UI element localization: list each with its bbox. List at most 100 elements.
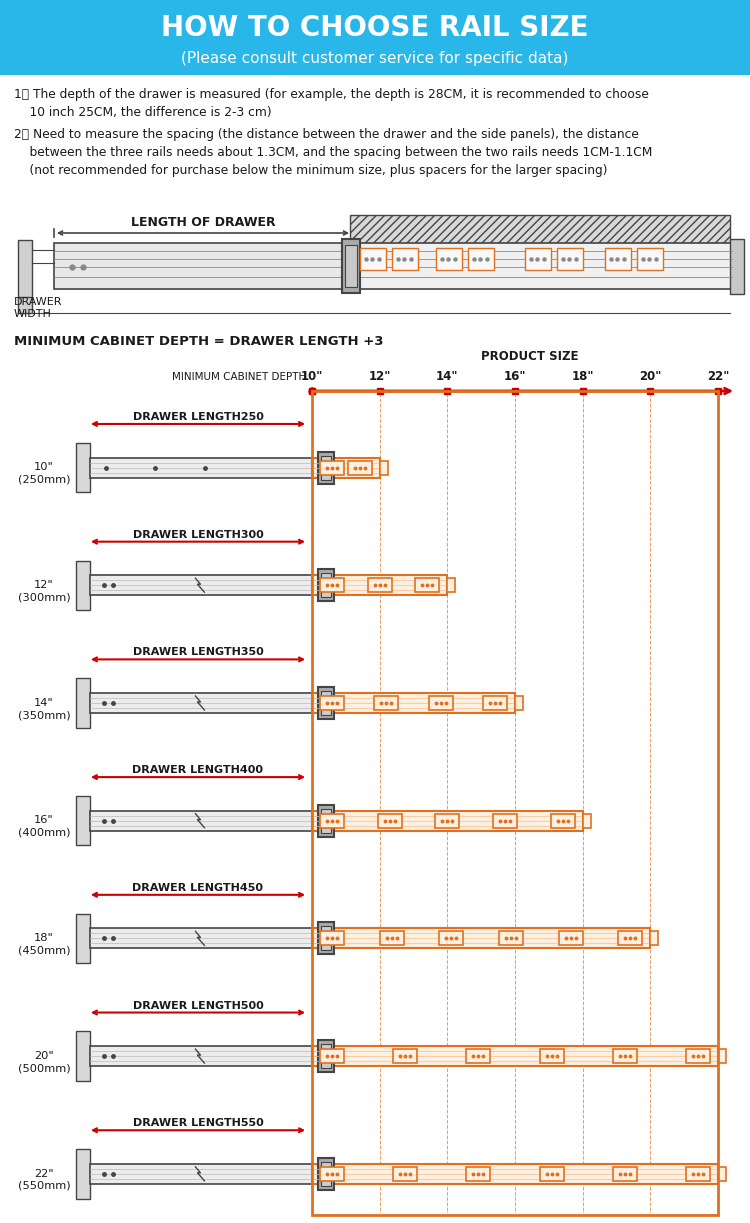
Text: MINIMUM CABINET DEPTH = DRAWER LENGTH +3: MINIMUM CABINET DEPTH = DRAWER LENGTH +3: [14, 335, 383, 349]
Bar: [312, 693, 515, 713]
Bar: [318, 1158, 334, 1190]
Text: 18": 18": [572, 371, 594, 384]
Text: 14": 14": [436, 371, 458, 384]
Bar: [320, 578, 344, 592]
Bar: [718, 1049, 726, 1063]
Bar: [550, 813, 574, 828]
Text: DRAWER LENGTH350: DRAWER LENGTH350: [133, 647, 263, 658]
Bar: [368, 578, 392, 592]
Bar: [90, 1164, 318, 1184]
Bar: [320, 1167, 344, 1180]
Bar: [318, 805, 334, 837]
Text: 1、 The depth of the drawer is measured (for example, the depth is 28CM, it is re: 1、 The depth of the drawer is measured (…: [14, 88, 649, 119]
Text: 20"
(500mm): 20" (500mm): [18, 1051, 70, 1074]
Bar: [525, 248, 551, 270]
Bar: [18, 240, 32, 300]
Bar: [90, 928, 318, 948]
Bar: [318, 1040, 334, 1073]
Bar: [321, 455, 331, 479]
Text: DRAWER LENGTH550: DRAWER LENGTH550: [133, 1118, 263, 1129]
Bar: [318, 922, 334, 954]
Bar: [392, 248, 418, 270]
Bar: [90, 457, 318, 477]
Bar: [380, 932, 404, 945]
Text: LENGTH OF DRAWER: LENGTH OF DRAWER: [130, 216, 275, 229]
Text: 18"
(450mm): 18" (450mm): [18, 933, 70, 955]
Bar: [321, 1162, 331, 1186]
Bar: [637, 248, 663, 270]
Bar: [90, 575, 318, 596]
Bar: [312, 928, 650, 948]
Bar: [350, 215, 730, 245]
Bar: [650, 932, 658, 945]
Bar: [76, 560, 90, 610]
Bar: [318, 569, 334, 602]
Bar: [312, 575, 447, 596]
Bar: [435, 813, 459, 828]
Bar: [321, 574, 331, 597]
Text: 22"
(550mm): 22" (550mm): [18, 1169, 70, 1191]
Bar: [605, 248, 631, 270]
Bar: [312, 457, 380, 477]
Bar: [345, 245, 357, 287]
Bar: [440, 932, 464, 945]
Bar: [360, 248, 386, 270]
Bar: [613, 1167, 637, 1180]
Bar: [393, 1167, 417, 1180]
Bar: [380, 461, 388, 475]
Bar: [312, 811, 583, 830]
Bar: [499, 932, 523, 945]
Bar: [76, 1150, 90, 1199]
Text: (Please consult customer service for specific data): (Please consult customer service for spe…: [182, 50, 568, 66]
Bar: [76, 796, 90, 845]
Bar: [90, 1046, 318, 1066]
Bar: [90, 811, 318, 830]
Text: 16": 16": [504, 371, 526, 384]
Bar: [321, 691, 331, 715]
Bar: [378, 813, 402, 828]
Bar: [613, 1049, 637, 1063]
Bar: [483, 696, 507, 709]
Bar: [618, 932, 642, 945]
Bar: [466, 1167, 490, 1180]
Bar: [76, 1031, 90, 1081]
Bar: [320, 932, 344, 945]
Text: 16"
(400mm): 16" (400mm): [18, 816, 70, 838]
Text: MINIMUM CABINET DEPTH: MINIMUM CABINET DEPTH: [172, 372, 306, 382]
Text: 10": 10": [301, 371, 323, 384]
Bar: [0, 0, 750, 75]
Bar: [447, 578, 455, 592]
Bar: [318, 687, 334, 719]
Bar: [320, 813, 344, 828]
Bar: [559, 932, 583, 945]
Bar: [320, 461, 344, 475]
Text: DRAWER LENGTH250: DRAWER LENGTH250: [133, 412, 263, 422]
Text: 14"
(350mm): 14" (350mm): [18, 698, 70, 720]
Bar: [348, 461, 372, 475]
Text: HOW TO CHOOSE RAIL SIZE: HOW TO CHOOSE RAIL SIZE: [161, 13, 589, 42]
Bar: [312, 1046, 718, 1066]
Bar: [557, 248, 583, 270]
Bar: [583, 813, 591, 828]
Bar: [686, 1049, 710, 1063]
Bar: [416, 578, 440, 592]
Bar: [374, 696, 398, 709]
Text: 10"
(250mm): 10" (250mm): [18, 462, 70, 484]
Text: PRODUCT SIZE: PRODUCT SIZE: [482, 350, 579, 363]
Bar: [312, 391, 718, 1214]
Bar: [76, 679, 90, 728]
Bar: [321, 926, 331, 950]
Bar: [312, 1164, 718, 1184]
Text: DRAWER LENGTH300: DRAWER LENGTH300: [133, 530, 263, 539]
Bar: [393, 1049, 417, 1063]
Bar: [718, 1167, 726, 1180]
Text: 22": 22": [706, 371, 729, 384]
Bar: [318, 451, 334, 483]
Bar: [539, 1167, 563, 1180]
Bar: [429, 696, 453, 709]
Bar: [321, 808, 331, 833]
Text: 20": 20": [639, 371, 662, 384]
Bar: [348, 243, 733, 289]
Bar: [342, 238, 360, 294]
Bar: [54, 243, 347, 289]
